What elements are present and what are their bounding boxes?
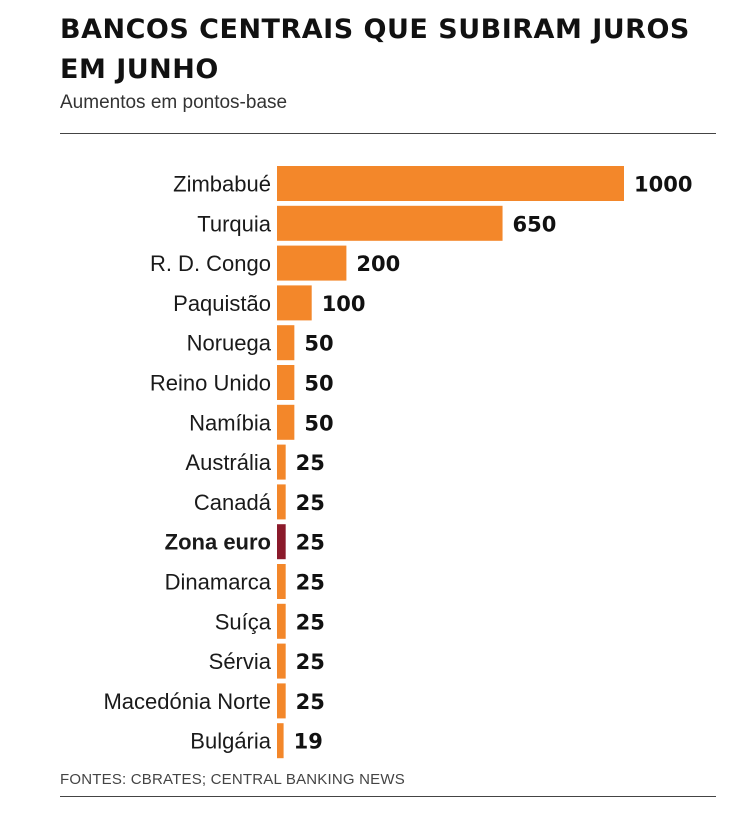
category-label: Austrália	[185, 450, 271, 475]
bottom-divider	[60, 796, 716, 797]
category-label: Zona euro	[165, 530, 271, 555]
bar	[277, 245, 347, 281]
bar	[277, 365, 295, 400]
chart-subtitle: Aumentos em pontos-base	[60, 92, 288, 113]
value-label: 100	[322, 292, 366, 316]
category-label: Zimbabué	[173, 172, 271, 197]
bar	[277, 723, 284, 759]
bar	[277, 683, 286, 719]
value-label: 50	[304, 411, 333, 435]
bar	[277, 166, 624, 201]
bar	[277, 603, 286, 639]
bar	[277, 404, 295, 440]
value-label: 650	[513, 212, 557, 236]
value-label: 19	[294, 730, 323, 754]
source-note: FONTES: CBRATES; CENTRAL BANKING NEWS	[60, 771, 405, 788]
value-label: 25	[296, 650, 325, 674]
value-label: 25	[296, 571, 325, 595]
bar	[277, 564, 286, 599]
category-label: Suíça	[215, 609, 272, 634]
value-label: 25	[296, 531, 325, 555]
bar-chart: Zimbabué 1000 Turquia 650 R. D. Congo 200 Paqu…	[103, 166, 692, 759]
value-label: 25	[296, 451, 325, 475]
category-label: Noruega	[187, 331, 272, 356]
value-label: 25	[296, 610, 325, 634]
bar	[277, 444, 286, 480]
category-label: Sérvia	[209, 649, 272, 674]
bar	[277, 484, 286, 520]
category-label: Canadá	[194, 490, 272, 515]
bar	[277, 524, 286, 560]
value-label: 1000	[634, 173, 692, 197]
category-label: Reino Unido	[150, 371, 271, 396]
value-label: 200	[356, 252, 400, 276]
category-label: Turquia	[197, 211, 272, 236]
category-label: Bulgária	[190, 729, 271, 754]
bar	[277, 643, 286, 679]
category-label: R. D. Congo	[150, 251, 271, 276]
category-label: Paquistão	[173, 291, 271, 316]
bar	[277, 205, 503, 241]
value-label: 25	[296, 491, 325, 515]
value-label: 50	[304, 372, 333, 396]
bar	[277, 285, 312, 321]
value-label: 50	[304, 332, 333, 356]
bar	[277, 325, 295, 361]
category-label: Namíbia	[189, 410, 272, 435]
value-label: 25	[296, 690, 325, 714]
top-divider	[60, 133, 716, 134]
category-label: Dinamarca	[165, 570, 272, 595]
category-label: Macedónia Norte	[103, 689, 271, 714]
chart-title: BANCOS CENTRAIS QUE SUBIRAM JUROS EM JUN…	[60, 14, 690, 85]
